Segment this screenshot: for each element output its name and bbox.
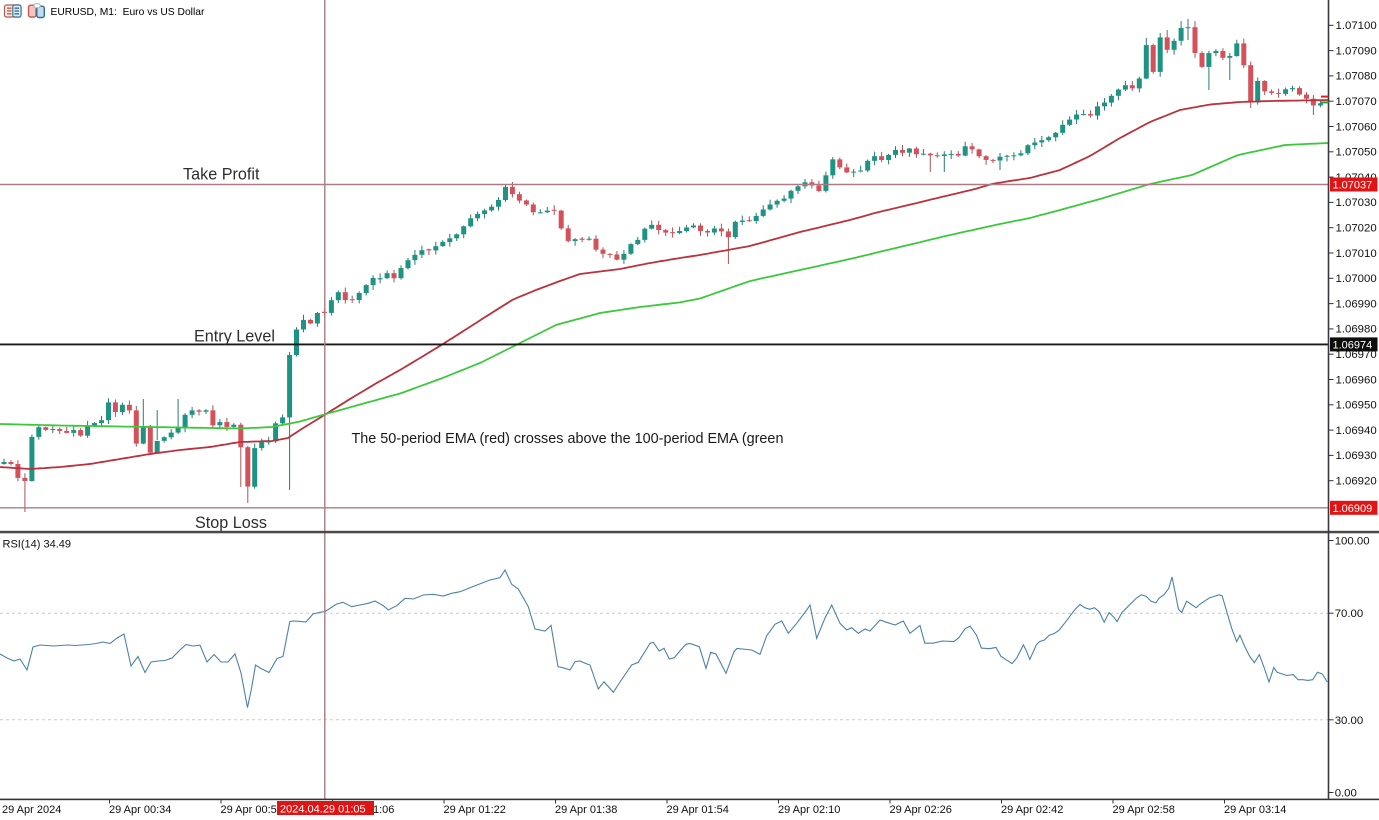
svg-text:1.06909: 1.06909 bbox=[1333, 503, 1373, 515]
svg-text:1.06930: 1.06930 bbox=[1336, 450, 1377, 462]
svg-text:29 Apr 00:34: 29 Apr 00:34 bbox=[109, 804, 171, 816]
svg-text:RSI(14) 34.49: RSI(14) 34.49 bbox=[3, 539, 71, 551]
svg-text:1.06990: 1.06990 bbox=[1336, 298, 1377, 310]
svg-text:29 Apr 01:38: 29 Apr 01:38 bbox=[555, 804, 617, 816]
svg-text:1.07000: 1.07000 bbox=[1336, 273, 1377, 285]
svg-text:1.07090: 1.07090 bbox=[1336, 45, 1377, 57]
svg-text:29 Apr 00:50: 29 Apr 00:50 bbox=[221, 804, 283, 816]
svg-text:1.07060: 1.07060 bbox=[1336, 121, 1377, 133]
svg-text:29 Apr 02:10: 29 Apr 02:10 bbox=[778, 804, 840, 816]
svg-text:Take Profit: Take Profit bbox=[183, 166, 260, 184]
svg-text:1.07030: 1.07030 bbox=[1336, 197, 1377, 209]
svg-text:29 Apr 01:54: 29 Apr 01:54 bbox=[667, 804, 729, 816]
svg-text:29 Apr 02:26: 29 Apr 02:26 bbox=[890, 804, 952, 816]
svg-text:The 50-period EMA (red) crosse: The 50-period EMA (red) crosses above th… bbox=[352, 431, 784, 447]
svg-text:1.07010: 1.07010 bbox=[1336, 248, 1377, 260]
svg-text:1.06974: 1.06974 bbox=[1333, 340, 1373, 352]
svg-text:1.07080: 1.07080 bbox=[1336, 71, 1377, 83]
svg-text:1.06980: 1.06980 bbox=[1336, 324, 1377, 336]
svg-text:1.07070: 1.07070 bbox=[1336, 96, 1377, 108]
svg-text:1.06950: 1.06950 bbox=[1336, 400, 1377, 412]
svg-text:70.00: 70.00 bbox=[1335, 608, 1364, 620]
svg-text:100.00: 100.00 bbox=[1335, 536, 1370, 548]
svg-text:29 Apr 02:58: 29 Apr 02:58 bbox=[1113, 804, 1175, 816]
svg-text:29 Apr 02:42: 29 Apr 02:42 bbox=[1001, 804, 1063, 816]
svg-text:2024.04.29 01:05: 2024.04.29 01:05 bbox=[280, 803, 366, 815]
svg-text:Stop Loss: Stop Loss bbox=[195, 514, 267, 532]
svg-text:29 Apr 01:22: 29 Apr 01:22 bbox=[444, 804, 506, 816]
svg-text:1.06960: 1.06960 bbox=[1336, 374, 1377, 386]
svg-text:EURUSD, M1: Euro vs US Dollar: EURUSD, M1: Euro vs US Dollar bbox=[51, 7, 205, 18]
svg-text:1.06920: 1.06920 bbox=[1336, 476, 1377, 488]
svg-text:Entry Level: Entry Level bbox=[194, 328, 275, 346]
svg-text:1.07100: 1.07100 bbox=[1336, 20, 1377, 32]
svg-text:1.07020: 1.07020 bbox=[1336, 223, 1377, 235]
svg-text:1.06940: 1.06940 bbox=[1336, 425, 1377, 437]
svg-text:1.06970: 1.06970 bbox=[1336, 349, 1377, 361]
svg-text:30.00: 30.00 bbox=[1335, 715, 1364, 727]
svg-text:1.07050: 1.07050 bbox=[1336, 147, 1377, 159]
svg-text:29 Apr 2024: 29 Apr 2024 bbox=[2, 804, 61, 816]
svg-text:0.00: 0.00 bbox=[1335, 788, 1357, 800]
svg-text:29 Apr 03:14: 29 Apr 03:14 bbox=[1224, 804, 1286, 816]
svg-text:1.07037: 1.07037 bbox=[1333, 180, 1373, 192]
